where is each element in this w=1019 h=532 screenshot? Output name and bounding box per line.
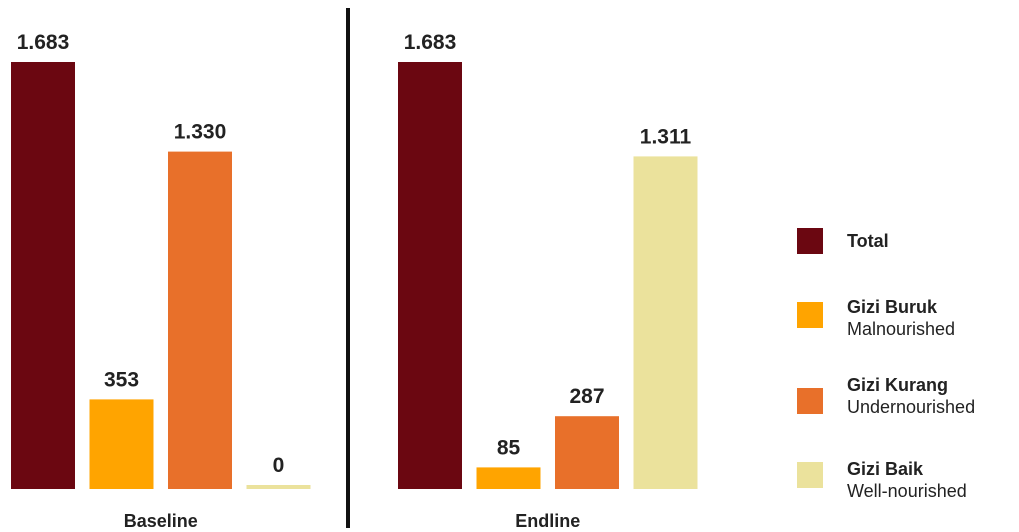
- legend-label-gizi-buruk: Gizi Buruk: [847, 297, 938, 317]
- bar-baseline-gizi-kurang: [168, 151, 232, 489]
- legend-item-gizi-buruk: Gizi Buruk Malnourished: [797, 297, 956, 340]
- bar-endline-total: [398, 62, 462, 489]
- value-label-endline-total: 1.683: [404, 31, 457, 54]
- value-label-baseline-gizi-buruk: 353: [104, 368, 139, 391]
- bar-baseline-gizi-buruk: [89, 399, 154, 489]
- bars-layer: 1.683 353 1.330 0 Baseline 1.683 85 287 1.311 End…: [11, 31, 698, 531]
- bar-baseline-total: [11, 62, 75, 489]
- legend-label-gizi-baik: Gizi Baik: [847, 459, 924, 479]
- legend-label-total: Total: [847, 231, 889, 251]
- value-label-baseline-total: 1.683: [17, 31, 70, 54]
- legend-sublabel-gizi-baik: Well-nourished: [847, 481, 967, 501]
- legend-item-gizi-kurang: Gizi Kurang Undernourished: [797, 375, 976, 418]
- value-label-endline-gizi-buruk: 85: [497, 436, 521, 459]
- value-label-baseline-gizi-kurang: 1.330: [174, 121, 227, 144]
- legend-swatch-total: [797, 228, 823, 254]
- bar-endline-gizi-kurang: [555, 416, 619, 489]
- value-label-baseline-gizi-baik: 0: [273, 454, 285, 477]
- bar-endline-gizi-buruk: [476, 467, 541, 489]
- bar-endline-gizi-baik: [633, 156, 698, 489]
- bar-baseline-gizi-baik: [246, 485, 311, 489]
- legend-sublabel-gizi-buruk: Malnourished: [847, 319, 956, 339]
- legend-item-total: Total: [797, 228, 889, 254]
- value-label-endline-gizi-kurang: 287: [569, 385, 604, 408]
- value-label-endline-gizi-baik: 1.311: [640, 125, 692, 148]
- legend-sublabel-gizi-kurang: Undernourished: [847, 397, 976, 417]
- panel-label-baseline: Baseline: [124, 511, 198, 531]
- panel-label-endline: Endline: [515, 511, 580, 531]
- legend-label-gizi-kurang: Gizi Kurang: [847, 375, 949, 395]
- legend-swatch-gizi-baik: [797, 462, 823, 488]
- legend-swatch-gizi-buruk: [797, 302, 823, 328]
- legend-swatch-gizi-kurang: [797, 388, 823, 414]
- legend-item-gizi-baik: Gizi Baik Well-nourished: [797, 459, 967, 502]
